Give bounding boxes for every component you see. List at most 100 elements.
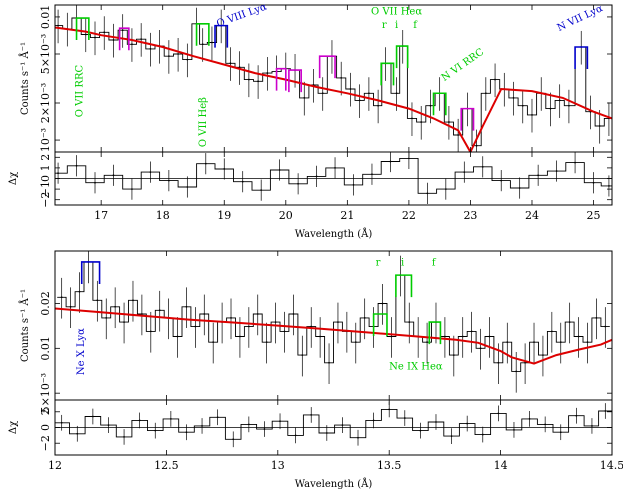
data-point [310, 325, 313, 328]
data-point [420, 121, 423, 123]
x-tick-label: 24 [525, 209, 539, 222]
data-point [325, 432, 328, 434]
data-point [470, 330, 473, 333]
data-point [461, 335, 464, 338]
data-point [167, 179, 170, 182]
data-point [321, 92, 324, 95]
data-point [260, 189, 263, 192]
y-axis-label: Δχ [8, 172, 19, 185]
y-tick-label: −1 [39, 181, 52, 197]
line-annotation: f [432, 257, 437, 268]
data-point [301, 354, 304, 357]
line-feature [395, 45, 409, 69]
data-point [528, 417, 531, 420]
data-point [230, 317, 232, 319]
data-point [123, 321, 125, 323]
data-point [185, 305, 188, 308]
data-point [574, 161, 576, 164]
y-tick-label: 0.01 [39, 5, 52, 30]
data-point [450, 435, 453, 438]
x-tick-label: 12 [48, 459, 62, 472]
line-feature [318, 55, 336, 79]
data-point [239, 335, 241, 338]
data-point [216, 416, 219, 419]
data-point [479, 347, 482, 350]
x-tick-label: 17 [94, 209, 108, 222]
data-point [354, 341, 357, 344]
data-point [247, 325, 250, 328]
data-point [310, 414, 313, 416]
data-point [429, 104, 432, 107]
data-point [513, 428, 515, 431]
data-point [201, 425, 203, 427]
data-point [69, 305, 72, 308]
line-annotation: Ne X Lyα [76, 328, 87, 375]
data-point [377, 104, 380, 107]
data-point [484, 92, 487, 95]
data-point [559, 341, 562, 344]
data-point [167, 55, 170, 58]
x-tick-label: 14.5 [600, 459, 623, 472]
data-point [463, 171, 466, 174]
data-point [96, 299, 99, 302]
line-feature [380, 62, 395, 86]
data-point [591, 425, 593, 427]
data-point [257, 80, 260, 83]
data-point [315, 175, 318, 178]
data-point [575, 414, 578, 417]
data-histogram [57, 261, 610, 372]
data-point [497, 412, 500, 415]
data-point [481, 165, 484, 168]
data-point [340, 76, 343, 79]
x-tick-label: 21 [340, 209, 354, 222]
data-point [319, 335, 322, 338]
data-point [131, 43, 133, 46]
line-annotation: N VII Lyα [556, 3, 605, 34]
y-tick-label: 0.02 [39, 291, 52, 316]
model-curve [55, 307, 612, 365]
data-point [121, 29, 124, 32]
data-point [91, 415, 94, 418]
data-point [544, 423, 547, 426]
y-axis-label: Counts s⁻¹ Å⁻¹ [19, 289, 31, 362]
line-feature [395, 274, 413, 298]
x-tick-label: 22 [402, 209, 416, 222]
line-annotation: O VII Heβ [198, 97, 209, 147]
data-point [559, 431, 562, 434]
data-point [103, 31, 106, 34]
data-point [500, 179, 503, 182]
data-point [140, 313, 143, 315]
data-point [60, 421, 63, 424]
data-point [518, 187, 521, 189]
line-annotation: N VI RRC [440, 46, 487, 83]
data-point [341, 424, 344, 427]
data-point [232, 438, 235, 441]
data-point [266, 72, 269, 74]
y-tick-label: −2 [39, 192, 52, 208]
data-point [358, 99, 361, 102]
y-tick-label: 5×10⁻³ [39, 373, 52, 413]
top-residual-panel: 17 18 19 20 21 22 23 24 25 −2−10 1 2 Δχ Wavelength (Å… [8, 151, 613, 240]
line-feature [460, 107, 475, 131]
line-feature [432, 92, 447, 116]
data-point [408, 321, 411, 323]
data-point [57, 172, 59, 175]
data-point [475, 144, 478, 147]
x-tick-label: 23 [463, 209, 477, 222]
x-tick-label: 13.5 [377, 459, 402, 472]
y-tick-label: 5×10⁻³ [39, 34, 52, 74]
data-point [78, 290, 81, 293]
data-point [531, 114, 533, 116]
data-point [512, 97, 515, 99]
data-point [132, 299, 134, 302]
data-point [586, 341, 589, 344]
data-point [466, 422, 469, 425]
data-point [154, 429, 157, 432]
data-point [494, 78, 496, 81]
data-point [372, 419, 375, 422]
data-point [169, 417, 172, 420]
data-point [524, 361, 527, 364]
data-point [604, 325, 607, 328]
data-point [389, 160, 392, 163]
line-annotation: r [376, 257, 381, 268]
